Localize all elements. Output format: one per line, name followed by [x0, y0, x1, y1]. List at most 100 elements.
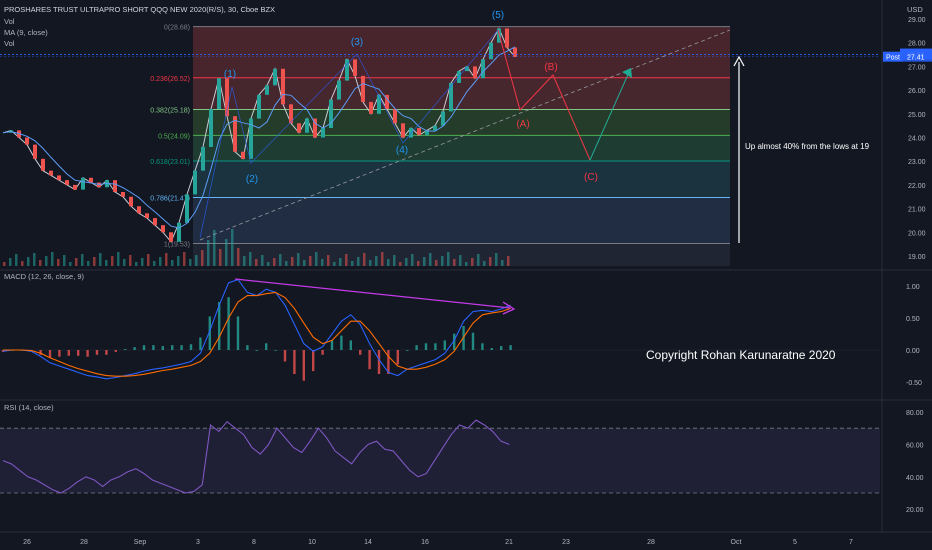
price-tick-label: 26.00	[908, 88, 926, 95]
price-candle	[65, 180, 69, 185]
macd-histogram-bar	[406, 350, 409, 351]
rsi-tick-label: 80.00	[906, 410, 924, 417]
volume-bar	[171, 260, 174, 266]
macd-histogram-bar	[312, 350, 315, 372]
price-candle	[449, 82, 453, 112]
price-candle	[401, 123, 405, 138]
macd-histogram-bar	[227, 297, 230, 350]
macd-histogram-bar	[359, 350, 362, 355]
legend-vol-2: Vol	[4, 39, 15, 48]
rally-arrowhead	[733, 55, 745, 67]
divergence-line	[234, 278, 511, 309]
macd-histogram-bar	[387, 350, 390, 374]
price-tick-label: 19.00	[908, 254, 926, 261]
macd-histogram-bar	[246, 345, 249, 350]
price-candle	[177, 222, 181, 242]
copyright-text: Copyright Rohan Karunaratne 2020	[646, 348, 836, 362]
price-candle	[297, 123, 301, 133]
price-candle	[481, 59, 485, 79]
fib-zone	[193, 197, 730, 244]
volume-bar	[441, 256, 444, 266]
volume-bar	[291, 257, 294, 266]
volume-bar	[117, 252, 120, 266]
rally-annotation: Up almost 40% from the lows at 19	[745, 142, 870, 151]
rsi-tick-label: 60.00	[906, 442, 924, 449]
macd-histogram-bar	[415, 345, 418, 350]
price-candle	[169, 232, 173, 242]
macd-histogram-bar	[48, 350, 52, 358]
macd-histogram-bar	[105, 350, 108, 355]
rsi-band	[0, 428, 880, 493]
volume-bar	[315, 252, 318, 266]
price-candle	[393, 109, 397, 124]
fib-retracement[interactable]: 0(28.68) 0.236(26.52) 0.382(25.18) 0.5(24.0…	[150, 25, 730, 266]
wave-label: (4)	[396, 145, 408, 156]
price-candle	[209, 109, 213, 147]
macd-histogram-bar	[86, 350, 89, 357]
macd-histogram-bar	[265, 343, 268, 350]
volume-bar	[249, 252, 252, 266]
volume-bar	[387, 259, 390, 266]
macd-histogram-bar	[349, 340, 352, 350]
volume-bar	[303, 260, 306, 266]
price-candle	[89, 177, 93, 183]
price-candle	[137, 206, 141, 214]
volume-bar	[477, 254, 480, 266]
time-tick-label: 21	[505, 539, 513, 546]
volume-bar	[129, 255, 132, 266]
volume-bar	[123, 259, 126, 266]
price-candle	[121, 192, 125, 197]
macd-histogram-bar	[500, 346, 503, 350]
price-candle	[257, 94, 261, 119]
volume-bar	[243, 256, 246, 266]
volume-bar	[279, 254, 282, 266]
price-candle	[385, 94, 389, 110]
volume-bar	[207, 240, 210, 266]
price-candle	[345, 59, 349, 81]
volume-bar	[63, 255, 66, 266]
macd-histogram-bar	[434, 343, 437, 350]
price-candle	[225, 78, 229, 117]
price-tick-label: 25.00	[908, 112, 926, 119]
price-candle	[465, 66, 469, 72]
time-tick-label: 5	[793, 539, 797, 546]
macd-histogram-bar	[208, 316, 211, 350]
volume-bar	[195, 255, 198, 266]
volume-bar	[309, 256, 312, 266]
volume-bar	[363, 253, 366, 266]
macd-histogram-bar	[490, 348, 493, 350]
volume-bar	[453, 259, 456, 266]
time-tick-label: 10	[308, 539, 316, 546]
volume-bar	[465, 262, 468, 266]
volume-bar	[495, 253, 498, 266]
volume-bar	[3, 262, 6, 266]
macd-histogram-bar	[302, 350, 305, 381]
price-candle	[185, 194, 189, 223]
symbol-title: PROSHARES TRUST ULTRAPRO SHORT QQQ NEW 2…	[4, 5, 275, 14]
legend-ma: MA (9, close)	[4, 28, 48, 37]
volume-bar	[393, 255, 396, 266]
volume-bar	[21, 261, 24, 266]
volume-bar	[201, 250, 204, 266]
recovery-arrowhead	[622, 68, 632, 78]
macd-histogram-bar	[424, 343, 428, 350]
volume-bar	[165, 253, 168, 266]
price-candle	[313, 118, 317, 138]
price-candle	[441, 111, 445, 126]
volume-bar	[219, 249, 222, 266]
volume-bar	[459, 255, 462, 266]
volume-bar	[501, 260, 504, 266]
macd-histogram-bar	[114, 350, 117, 352]
time-tick-label: 28	[80, 539, 88, 546]
macd-histogram-bar	[330, 340, 334, 350]
volume-bar	[429, 253, 432, 266]
elliott-waves[interactable]: (1) (2) (3) (4) (5) (A) (B) (C)	[199, 10, 745, 243]
macd-histogram-bar	[67, 350, 70, 356]
volume-bar	[87, 261, 90, 266]
price-candle	[265, 85, 269, 95]
volume-bar	[273, 258, 276, 266]
price-candle	[505, 28, 509, 48]
price-candle	[433, 125, 437, 131]
macd-histogram-bar	[283, 350, 287, 362]
